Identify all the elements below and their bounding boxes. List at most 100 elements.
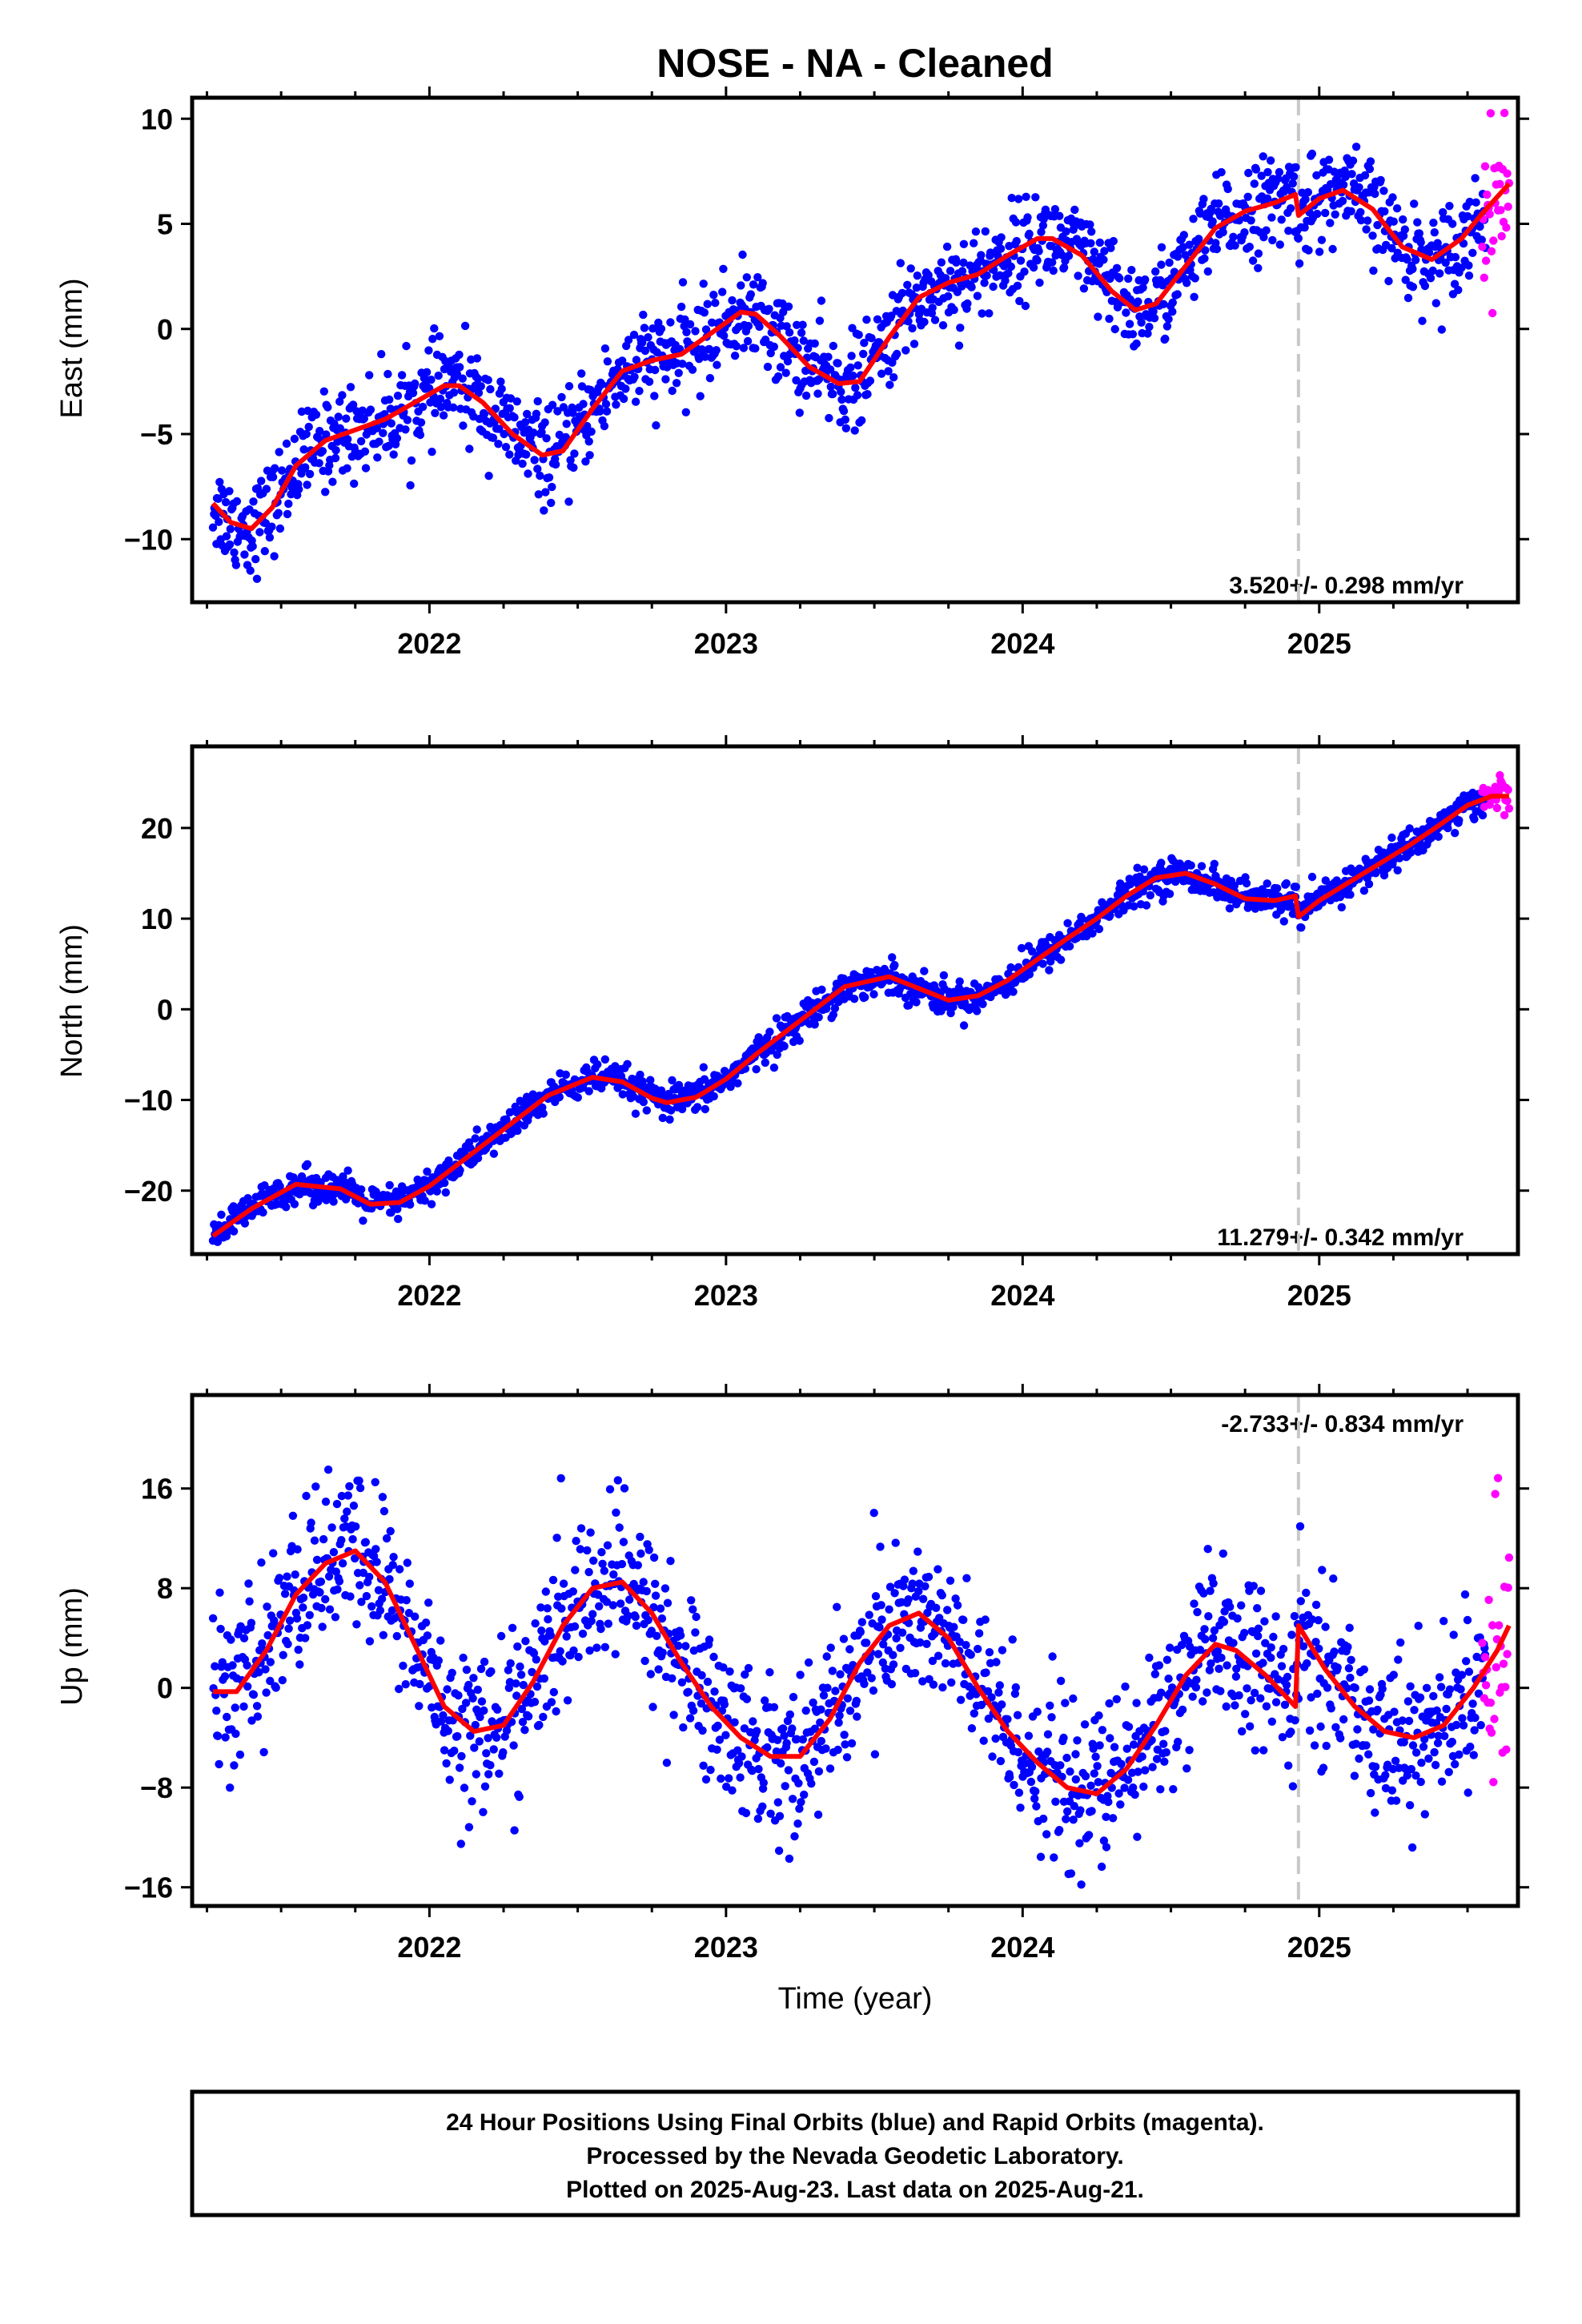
east-final-point — [705, 374, 715, 383]
east-final-point — [1376, 175, 1385, 185]
up-final-point — [648, 1703, 657, 1711]
up-final-point — [552, 1707, 560, 1716]
east-final-point — [1190, 292, 1199, 301]
east-final-point — [755, 322, 764, 332]
north-final-point — [1470, 814, 1479, 824]
up-final-point — [773, 1798, 782, 1807]
up-final-point — [329, 1548, 339, 1557]
east-final-point — [1038, 221, 1048, 230]
up-final-point — [605, 1485, 615, 1494]
up-final-point — [1256, 1586, 1266, 1595]
up-final-point — [460, 1783, 469, 1792]
up-final-point — [547, 1698, 556, 1707]
up-ytick-label: 0 — [157, 1672, 173, 1705]
east-final-point — [547, 498, 556, 508]
east-final-point — [431, 408, 440, 417]
up-final-point — [587, 1617, 596, 1626]
east-final-point — [1275, 167, 1284, 177]
up-final-point — [742, 1695, 752, 1703]
up-final-point — [596, 1624, 605, 1634]
up-final-point — [1076, 1806, 1085, 1815]
east-final-point — [1291, 163, 1300, 172]
north-final-point — [1337, 903, 1347, 912]
up-final-point — [544, 1614, 552, 1624]
north-final-point — [849, 995, 859, 1003]
north-final-point — [1395, 854, 1404, 862]
up-final-point — [1077, 1880, 1086, 1889]
up-final-point — [516, 1671, 526, 1679]
up-final-point — [365, 1572, 374, 1582]
east-final-point — [211, 511, 220, 521]
up-final-point — [909, 1566, 918, 1575]
north-final-point — [817, 985, 826, 995]
up-final-point — [1061, 1699, 1070, 1707]
east-final-point — [1095, 238, 1105, 247]
east-final-point — [749, 280, 758, 289]
up-final-point — [636, 1532, 644, 1542]
east-final-point — [488, 433, 498, 442]
up-rapid-point — [1491, 1490, 1500, 1498]
east-final-point — [532, 409, 541, 418]
east-final-point — [1173, 290, 1182, 299]
up-final-point — [713, 1721, 722, 1731]
east-final-point — [1100, 247, 1109, 255]
up-final-point — [475, 1737, 484, 1746]
up-final-point — [834, 1718, 843, 1727]
up-ytick-label: 16 — [141, 1473, 173, 1506]
up-final-point — [539, 1712, 548, 1722]
up-final-point — [1420, 1810, 1430, 1819]
north-ytick-label: −10 — [124, 1084, 173, 1117]
east-final-point — [255, 528, 264, 537]
up-final-point — [709, 1652, 718, 1662]
up-final-point — [833, 1602, 841, 1611]
east-final-point — [350, 479, 359, 489]
east-final-point — [1445, 202, 1454, 211]
up-final-point — [536, 1603, 545, 1612]
up-final-point — [684, 1687, 693, 1696]
east-final-point — [407, 456, 416, 465]
up-final-point — [1104, 1797, 1113, 1807]
east-final-point — [826, 382, 836, 392]
up-final-point — [970, 1709, 979, 1718]
east-final-point — [533, 464, 542, 473]
east-final-point — [1031, 193, 1040, 202]
east-final-point — [270, 552, 279, 561]
east-final-point — [909, 340, 919, 348]
east-final-point — [587, 427, 596, 436]
up-final-point — [1195, 1646, 1205, 1655]
up-final-point — [698, 1726, 707, 1735]
up-final-point — [1322, 1741, 1331, 1751]
east-final-point — [1338, 196, 1347, 206]
north-final-point — [658, 1113, 667, 1123]
up-final-point — [788, 1795, 797, 1803]
east-final-point — [1125, 320, 1134, 328]
up-final-point — [1139, 1782, 1148, 1791]
east-final-point — [810, 339, 819, 348]
up-final-point — [1010, 1689, 1020, 1699]
east-final-point — [742, 273, 751, 282]
east-final-point — [522, 450, 531, 459]
up-final-point — [310, 1536, 319, 1545]
east-final-point — [952, 258, 961, 267]
up-final-point — [967, 1724, 977, 1733]
up-final-point — [897, 1628, 907, 1637]
east-final-point — [1189, 215, 1198, 223]
up-final-point — [382, 1534, 391, 1543]
up-final-point — [1408, 1741, 1418, 1750]
up-final-point — [1387, 1786, 1397, 1795]
up-final-point — [405, 1579, 414, 1588]
north-final-point — [1157, 858, 1166, 867]
east-final-point — [283, 509, 292, 519]
east-final-point — [1451, 252, 1460, 262]
up-final-point — [889, 1660, 898, 1669]
up-final-point — [612, 1508, 620, 1518]
up-final-point — [869, 1509, 878, 1518]
up-final-point — [252, 1702, 262, 1711]
up-final-point — [1419, 1743, 1428, 1751]
up-final-point — [1133, 1832, 1142, 1841]
up-final-point — [1269, 1632, 1278, 1642]
north-final-point — [656, 1086, 666, 1095]
up-final-point — [1192, 1675, 1201, 1684]
east-final-point — [570, 449, 579, 458]
east-final-point — [1430, 228, 1439, 237]
